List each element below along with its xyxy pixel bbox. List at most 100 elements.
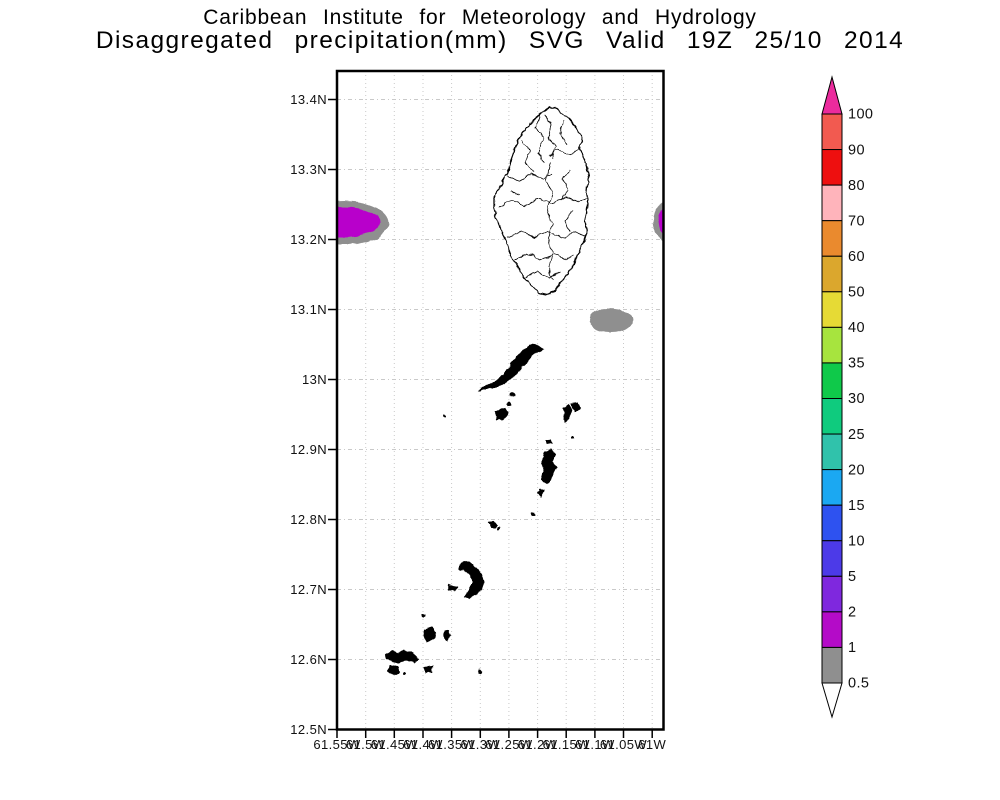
islet — [507, 402, 511, 406]
lon-label: 61.5W — [346, 737, 386, 752]
islet-bequia — [478, 344, 544, 391]
lon-label: 61.05W — [600, 737, 648, 752]
islet — [510, 392, 516, 398]
lat-label: 12.9N — [290, 442, 327, 457]
colorbar-segment — [821, 184, 843, 222]
lon-label: 61.45W — [371, 737, 419, 752]
axis-ticks-left — [328, 98, 337, 731]
colorbar-tick-label: 80 — [848, 178, 865, 194]
lon-label: 61.4W — [403, 737, 443, 752]
colorbar-tick-labels: 100 90 80 70 60 50 40 35 30 25 20 15 10 … — [848, 107, 873, 692]
lat-label: 12.7N — [290, 582, 327, 597]
colorbar-tick-label: 1 — [848, 640, 856, 656]
colorbar-segment — [821, 149, 843, 186]
islet — [531, 512, 535, 516]
colorbar-segment — [821, 291, 843, 328]
lon-label: 61.55W — [313, 737, 361, 752]
lon-label: 61.15W — [543, 737, 591, 752]
islet-canouan — [458, 560, 485, 600]
colorbar-segment — [821, 611, 843, 648]
colorbar-tick-label: 70 — [848, 213, 865, 229]
islet — [545, 438, 554, 445]
lon-label: 61.2W — [518, 737, 558, 752]
colorbar-tick-label: 10 — [848, 533, 865, 549]
colorbar-arrow-bottom — [821, 682, 843, 719]
precip-cell-central — [587, 308, 633, 333]
axis-ticks-bottom — [336, 729, 653, 738]
colorbar-segment — [821, 469, 843, 506]
islet — [477, 668, 483, 674]
colorbar-segment — [821, 433, 843, 471]
colorbar-tick-label: 100 — [848, 107, 873, 123]
colorbar-tick-label: 15 — [848, 498, 865, 514]
lat-label: 13.4N — [290, 92, 327, 107]
colorbar-tick-label: 5 — [848, 569, 856, 585]
colorbar-segment — [821, 113, 843, 151]
colorbar-tick-label: 2 — [848, 605, 856, 621]
colorbar-segment — [821, 398, 843, 435]
lon-label: 61.35W — [428, 737, 476, 752]
lat-axis-labels: 13.4N 13.3N 13.2N 13.1N 13N 12.9N 12.8N … — [290, 92, 327, 737]
lon-label: 61.25W — [485, 737, 533, 752]
colorbar-segment — [821, 540, 843, 577]
colorbar-segments — [821, 113, 843, 684]
colorbar-tick-label: 30 — [848, 391, 865, 407]
islet — [442, 415, 446, 419]
lat-label: 12.8N — [290, 512, 327, 527]
figure-title-line1: Caribbean Institute for Meteorology and … — [203, 6, 757, 29]
colorbar-segment — [821, 326, 843, 364]
precip-cell-east-inner — [658, 208, 663, 233]
colorbar-tick-label: 20 — [848, 462, 865, 478]
colorbar-tick-label: 40 — [848, 320, 865, 336]
precip-cell-east-outer — [653, 202, 663, 240]
islet — [403, 671, 407, 675]
lat-label: 12.6N — [290, 652, 327, 667]
lat-label: 13N — [302, 372, 327, 387]
colorbar-segment — [821, 220, 843, 257]
colorbar-segment — [821, 362, 843, 400]
islet — [571, 435, 575, 439]
lat-label: 13.1N — [290, 302, 327, 317]
colorbar-segment — [821, 646, 843, 684]
precip-shading — [338, 201, 663, 333]
lon-axis-labels: 61.55W 61.5W 61.45W 61.4W 61.35W 61.3W 6… — [313, 737, 666, 752]
islet — [447, 584, 458, 592]
colorbar-tick-label: 35 — [848, 356, 865, 372]
lat-label: 12.5N — [290, 722, 327, 737]
grenadines-islets — [385, 344, 581, 675]
lat-label: 13.2N — [290, 232, 327, 247]
st-vincent-island — [493, 106, 590, 296]
lat-label: 13.3N — [290, 162, 327, 177]
lon-label: 61.3W — [461, 737, 501, 752]
watershed-boundaries — [498, 113, 588, 281]
figure-title-line2: Disaggregated precipitation(mm) SVG Vali… — [95, 27, 905, 54]
map-border — [335, 69, 665, 731]
islet-union — [385, 649, 420, 664]
colorbar-tick-label: 0.5 — [848, 676, 869, 692]
colorbar-segment — [821, 504, 843, 542]
islet — [387, 664, 400, 675]
islet — [570, 402, 581, 413]
colorbar-tick-label: 25 — [848, 427, 865, 443]
islet — [421, 614, 425, 618]
map-panel: 13.4N 13.3N 13.2N 13.1N 13N 12.9N 12.8N … — [290, 69, 666, 752]
islet — [537, 488, 545, 498]
islet — [496, 526, 500, 530]
colorbar-tick-label: 50 — [848, 285, 865, 301]
islet-mayreau — [423, 626, 437, 642]
colorbar-segment — [821, 575, 843, 613]
islet — [494, 408, 509, 421]
colorbar-arrow-top — [821, 75, 843, 115]
lon-label: 61W — [638, 737, 666, 752]
colorbar-segment — [821, 255, 843, 293]
precip-cell-west-inner — [338, 207, 379, 237]
islet — [443, 629, 451, 642]
grid-vertical-lines — [365, 71, 653, 730]
islet-mustique — [540, 449, 557, 484]
islet — [562, 404, 573, 424]
coastlines — [385, 106, 590, 675]
islet — [488, 520, 498, 529]
colorbar-tick-label: 60 — [848, 249, 865, 265]
